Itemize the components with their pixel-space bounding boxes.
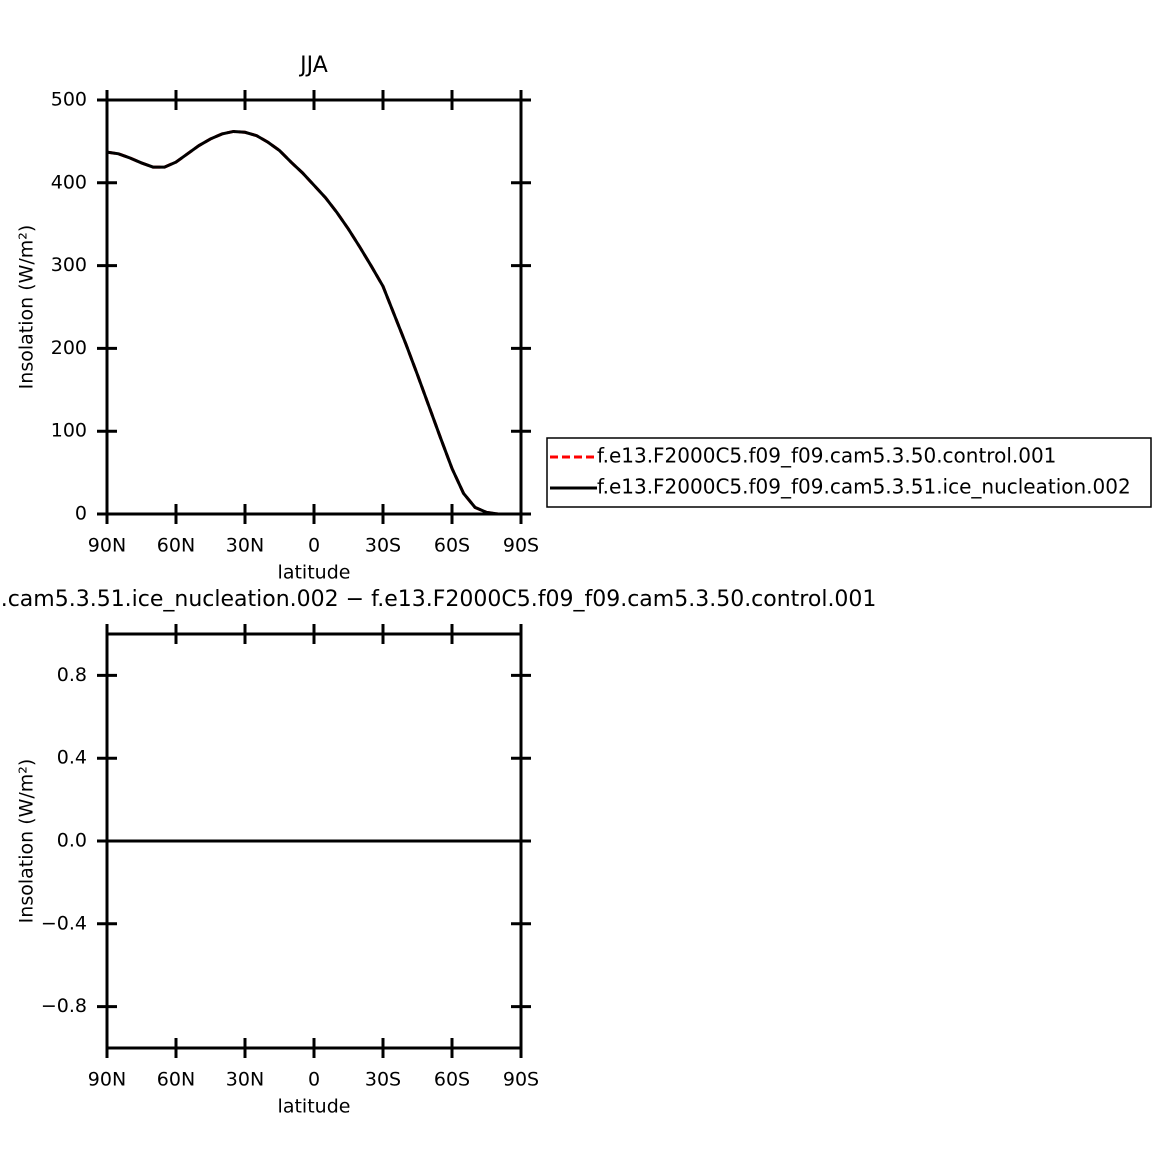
y-tick-label: 0.4 (57, 747, 87, 769)
y-tick-label: 100 (51, 420, 87, 442)
x-tick-label: 30N (226, 535, 264, 557)
y-axis-label: Insolation (W/m²) (16, 759, 38, 924)
x-tick-label: 90S (503, 535, 539, 557)
chart-title: f.e13.F2000C5.f09_f09.cam5.3.51.ice_nucl… (0, 587, 876, 612)
y-tick-label: 0.8 (57, 664, 87, 686)
data-line (106, 129, 521, 516)
x-tick-label: 0 (308, 535, 320, 557)
y-tick-label: 0.0 (57, 830, 87, 852)
legend-box (546, 437, 1152, 508)
x-tick-label: 60S (434, 535, 470, 557)
x-tick-label: 30N (226, 1069, 264, 1091)
legend-label: f.e13.F2000C5.f09_f09.cam5.3.51.ice_nucl… (597, 475, 1131, 499)
x-tick-label: 0 (308, 1069, 320, 1091)
x-tick-label: 60N (157, 1069, 195, 1091)
x-axis-label: latitude (278, 1096, 351, 1118)
plot-frame (105, 632, 523, 1050)
legend-label: f.e13.F2000C5.f09_f09.cam5.3.50.control.… (597, 444, 1056, 468)
x-axis-label: latitude (278, 562, 351, 584)
plot-frame (105, 98, 523, 516)
y-tick-label: 0 (75, 503, 87, 525)
x-tick-label: 90S (503, 1069, 539, 1091)
x-tick-label: 30S (365, 1069, 401, 1091)
data-line (106, 129, 521, 516)
x-tick-label: 90N (88, 1069, 126, 1091)
chart-title: JJA (298, 53, 328, 78)
x-tick-label: 30S (365, 535, 401, 557)
y-tick-label: 200 (51, 337, 87, 359)
x-tick-label: 90N (88, 535, 126, 557)
y-tick-label: 300 (51, 254, 87, 276)
y-tick-label: −0.4 (41, 912, 87, 934)
x-tick-label: 60N (157, 535, 195, 557)
y-tick-label: 400 (51, 171, 87, 193)
y-axis-label: Insolation (W/m²) (16, 225, 38, 390)
y-tick-label: 500 (51, 89, 87, 111)
y-tick-label: −0.8 (41, 995, 87, 1017)
x-tick-label: 60S (434, 1069, 470, 1091)
